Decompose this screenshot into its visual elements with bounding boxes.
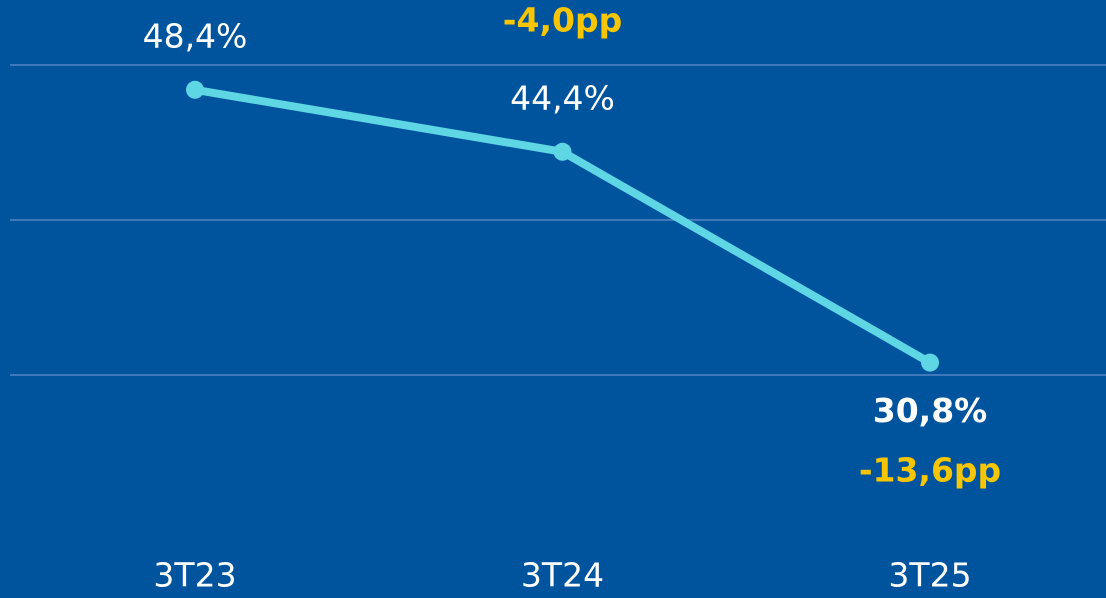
value-label: 48,4%: [143, 16, 248, 55]
value-label: 30,8%: [873, 391, 988, 430]
x-tick-label: 3T23: [153, 556, 236, 595]
annotation: -4,0pp: [503, 1, 622, 40]
point: [186, 80, 204, 99]
point: [921, 353, 939, 372]
point: [553, 142, 572, 161]
x-tick-label: 3T24: [521, 556, 604, 595]
x-tick-label: 3T25: [888, 556, 971, 595]
value-label: 44,4%: [510, 78, 615, 117]
annotation: -13,6pp: [859, 451, 1001, 490]
